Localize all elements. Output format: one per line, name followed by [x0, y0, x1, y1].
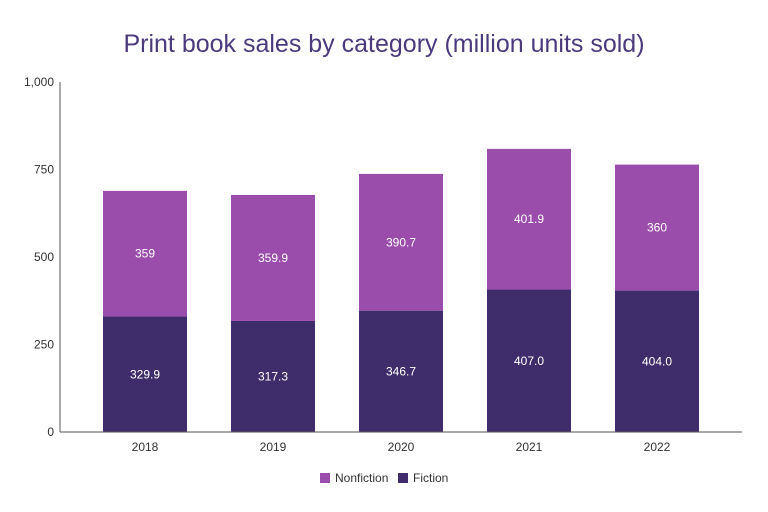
bar-nonfiction-2020	[359, 173, 443, 311]
bar-fiction-2018	[103, 316, 187, 432]
bar-fiction-2021	[487, 289, 571, 432]
bar-nonfiction-2019	[231, 194, 315, 321]
data-label-nonfiction-2018: 359	[135, 247, 155, 261]
x-tick-label: 2019	[260, 440, 287, 454]
data-label-fiction-2021: 407.0	[514, 354, 544, 368]
legend-label-fiction: Fiction	[413, 471, 448, 485]
data-label-fiction-2022: 404.0	[642, 354, 672, 368]
y-tick-label: 500	[34, 250, 54, 264]
chart-title: Print book sales by category (million un…	[123, 30, 644, 58]
x-tick-label: 2022	[644, 440, 671, 454]
data-label-nonfiction-2021: 401.9	[514, 212, 544, 226]
bar-fiction-2019	[231, 320, 315, 432]
data-label-nonfiction-2020: 390.7	[386, 235, 416, 249]
bar-nonfiction-2021	[487, 148, 571, 290]
y-tick-label: 250	[34, 338, 54, 352]
legend-label-nonfiction: Nonfiction	[335, 471, 388, 485]
bar-nonfiction-2022	[615, 164, 699, 291]
legend: Nonfiction Fiction	[320, 471, 448, 485]
bar-fiction-2020	[359, 310, 443, 432]
data-label-nonfiction-2022: 360	[647, 221, 667, 235]
data-label-fiction-2018: 329.9	[130, 367, 160, 381]
y-tick-label: 0	[47, 425, 54, 439]
legend-swatch-nonfiction	[320, 473, 330, 483]
x-tick-label: 2020	[388, 440, 415, 454]
data-label-fiction-2019: 317.3	[258, 369, 288, 383]
bar-fiction-2022	[615, 290, 699, 432]
x-tick-label: 2018	[132, 440, 159, 454]
data-label-fiction-2020: 346.7	[386, 364, 416, 378]
data-label-nonfiction-2019: 359.9	[258, 251, 288, 265]
y-tick-label: 750	[34, 163, 54, 177]
bar-nonfiction-2018	[103, 190, 187, 317]
y-tick-label: 1,000	[24, 75, 54, 89]
legend-swatch-fiction	[398, 473, 408, 483]
x-tick-label: 2021	[516, 440, 543, 454]
